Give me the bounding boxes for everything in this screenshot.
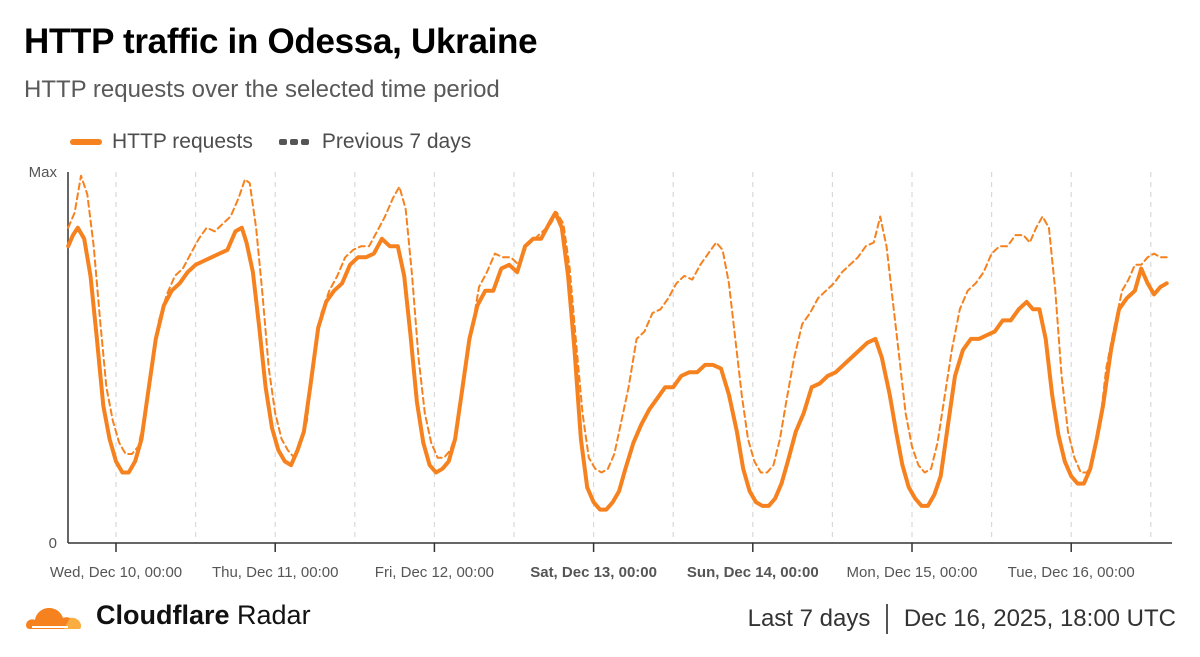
cloudflare-radar-brand[interactable]: Cloudflare Radar xyxy=(24,600,311,631)
x-tick-label: Mon, Dec 15, 00:00 xyxy=(847,564,978,581)
legend-item-previous-7-days[interactable]: Previous 7 days xyxy=(278,130,472,154)
series-line-previous-7-days xyxy=(67,174,1168,474)
x-tick-label: Sun, Dec 14, 00:00 xyxy=(687,564,819,581)
series-layer xyxy=(66,174,1169,512)
tick-label-layer: Max 0 Wed, Dec 10, 00:00 Thu, Dec 11, 00:00… xyxy=(29,164,1135,581)
axis-layer xyxy=(67,172,1172,552)
legend-item-http-requests[interactable]: HTTP requests xyxy=(70,130,253,154)
chart-subtitle: HTTP requests over the selected time per… xyxy=(24,76,500,103)
cloudflare-cloud-icon xyxy=(26,607,81,629)
series-line-http-requests xyxy=(66,210,1169,512)
legend-swatch-dashed xyxy=(278,139,312,145)
legend-label-http-requests: HTTP requests xyxy=(112,130,253,153)
brand-name: Cloudflare Radar xyxy=(96,600,311,631)
legend-swatch-solid xyxy=(70,139,102,145)
range-label: Last 7 days xyxy=(747,605,871,632)
grid-layer xyxy=(115,172,1152,543)
x-tick-label: Fri, Dec 12, 00:00 xyxy=(375,564,494,581)
x-tick-label: Tue, Dec 16, 00:00 xyxy=(1008,564,1135,581)
y-tick-label-max: Max xyxy=(29,164,58,181)
legend: HTTP requests Previous 7 days xyxy=(70,130,497,154)
x-tick-label: Wed, Dec 10, 00:00 xyxy=(50,564,182,581)
x-tick-label: Sat, Dec 13, 00:00 xyxy=(530,564,657,581)
x-tick-label: Thu, Dec 11, 00:00 xyxy=(212,564,338,581)
brand-name-rest: Radar xyxy=(229,600,311,630)
legend-label-previous-7-days: Previous 7 days xyxy=(321,130,472,153)
chart-title: HTTP traffic in Odessa, Ukraine xyxy=(24,22,538,61)
y-tick-label-zero: 0 xyxy=(49,535,57,552)
brand-name-bold: Cloudflare xyxy=(96,600,230,630)
footer-time-range: Last 7 days Dec 16, 2025, 18:00 UTC xyxy=(748,604,1176,634)
footer-divider xyxy=(886,604,888,634)
range-timestamp: Dec 16, 2025, 18:00 UTC xyxy=(903,605,1176,632)
